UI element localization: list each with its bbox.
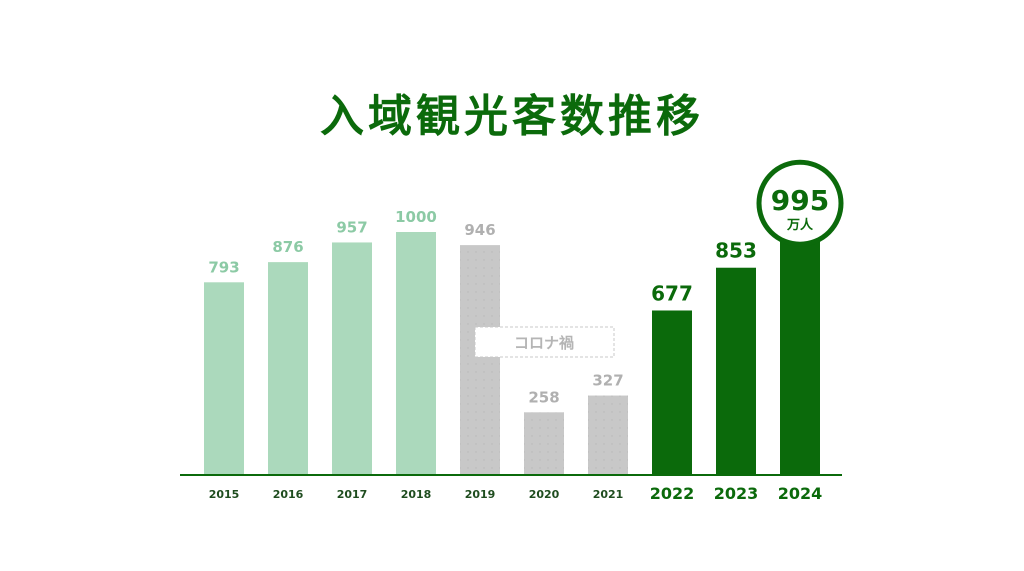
value-label-2017: 957 [336, 218, 367, 236]
bar-2021 [588, 395, 628, 475]
bar-2018 [396, 232, 436, 475]
x-tick-2024: 2024 [778, 484, 823, 503]
unit-label: 万人 [786, 217, 814, 233]
bar-2020 [524, 412, 564, 475]
x-tick-2015: 2015 [209, 488, 240, 501]
value-label-2021: 327 [592, 372, 623, 390]
value-label-2016: 876 [272, 238, 303, 256]
value-label-2024: 995 [771, 184, 829, 217]
chart-title: 入域観光客数推移 [320, 91, 704, 142]
x-tick-2017: 2017 [337, 488, 368, 501]
annotation-label: コロナ禍 [514, 334, 574, 352]
bar-2019 [460, 245, 500, 475]
value-label-2023: 853 [715, 239, 757, 263]
value-label-2015: 793 [208, 258, 239, 276]
value-label-2018: 1000 [395, 208, 437, 226]
x-tick-2018: 2018 [401, 488, 432, 501]
x-tick-2020: 2020 [529, 488, 560, 501]
value-label-2019: 946 [464, 221, 495, 239]
x-tick-2021: 2021 [593, 488, 624, 501]
x-tick-2023: 2023 [714, 484, 759, 503]
x-tick-2019: 2019 [465, 488, 496, 501]
value-badge-circle [756, 159, 844, 247]
x-tick-2016: 2016 [273, 488, 304, 501]
annotation-box [474, 326, 615, 358]
bar-2017 [332, 242, 372, 475]
x-tick-2022: 2022 [650, 484, 695, 503]
value-label-2020: 258 [528, 388, 559, 406]
bar-2022 [652, 310, 692, 475]
value-label-2022: 677 [651, 281, 693, 305]
bar-2024 [780, 233, 820, 475]
bar-2023 [716, 267, 756, 475]
bar-2016 [268, 262, 308, 475]
bar-2015 [204, 282, 244, 475]
